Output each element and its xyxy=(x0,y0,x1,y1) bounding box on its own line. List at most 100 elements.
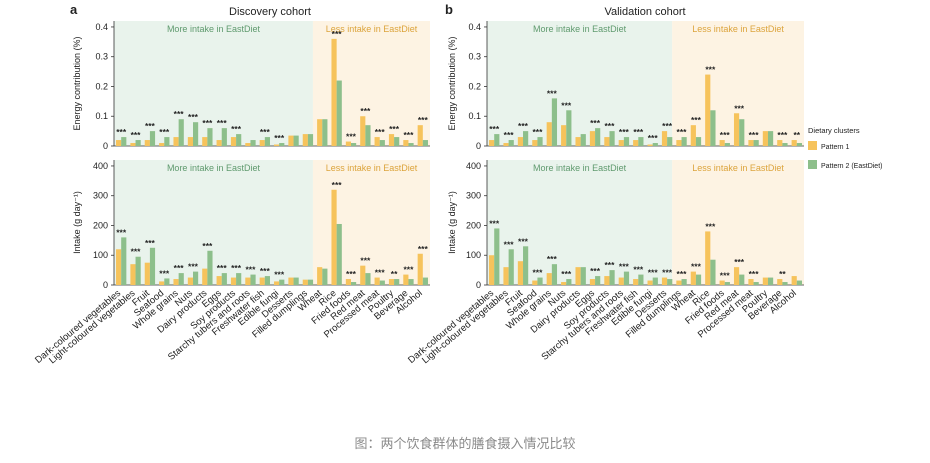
y-tick-label: 0 xyxy=(103,141,108,151)
bar-pattern2 xyxy=(566,279,572,285)
bar-pattern2 xyxy=(121,137,127,146)
significance-label: *** xyxy=(332,180,343,190)
bar-pattern2 xyxy=(193,271,199,285)
bar-pattern2 xyxy=(279,279,285,285)
less-intake-label: Less intake in EastDiet xyxy=(326,163,418,173)
significance-label: *** xyxy=(605,121,616,131)
significance-label: *** xyxy=(260,127,271,137)
less-intake-label: Less intake in EastDiet xyxy=(326,24,418,34)
y-tick-label: 0 xyxy=(476,280,481,290)
significance-label: *** xyxy=(418,115,429,125)
panel-label: b xyxy=(445,2,453,17)
less-intake-label: Less intake in EastDiet xyxy=(692,24,784,34)
bar-pattern1 xyxy=(604,137,610,146)
bar-pattern2 xyxy=(264,137,270,146)
bar-pattern2 xyxy=(710,110,716,146)
bar-pattern1 xyxy=(604,276,610,285)
y-tick-label: 400 xyxy=(466,161,481,171)
bar-pattern2 xyxy=(135,256,141,285)
significance-label: *** xyxy=(131,130,142,140)
bar-pattern1 xyxy=(317,267,323,285)
bar-pattern1 xyxy=(791,140,797,146)
bar-pattern1 xyxy=(503,267,509,285)
bar-pattern1 xyxy=(791,276,797,285)
bar-pattern2 xyxy=(695,274,702,285)
legend-title: Dietary clusters xyxy=(808,126,860,135)
significance-label: *** xyxy=(633,127,644,137)
y-tick-label: 100 xyxy=(466,250,481,260)
bar-pattern1 xyxy=(144,262,150,285)
bar-pattern1 xyxy=(618,140,624,146)
significance-label: *** xyxy=(231,124,242,134)
bar-pattern2 xyxy=(394,137,400,146)
y-axis-label: Energy contribution (%) xyxy=(72,36,82,130)
bar-pattern2 xyxy=(494,228,500,285)
significance-label: *** xyxy=(217,263,228,273)
significance-label: *** xyxy=(489,124,500,134)
bar-pattern2 xyxy=(293,277,299,285)
bar-pattern1 xyxy=(345,141,351,146)
bar-pattern1 xyxy=(274,144,280,146)
bar-pattern2 xyxy=(221,128,227,146)
y-tick-label: 200 xyxy=(466,220,481,230)
bar-pattern2 xyxy=(336,80,342,146)
significance-label: *** xyxy=(174,263,185,273)
y-tick-label: 300 xyxy=(93,191,108,201)
bar-pattern1 xyxy=(517,137,524,146)
bar-pattern2 xyxy=(580,134,586,146)
bar-pattern1 xyxy=(748,140,754,146)
bar-pattern2 xyxy=(523,131,529,146)
y-tick-label: 0.1 xyxy=(468,111,481,121)
bar-pattern1 xyxy=(230,277,237,285)
bar-pattern2 xyxy=(149,247,156,285)
y-tick-label: 0.1 xyxy=(95,111,108,121)
more-intake-region xyxy=(114,160,313,285)
significance-label: ** xyxy=(391,269,398,279)
bar-pattern2 xyxy=(307,279,314,285)
more-intake-region xyxy=(487,160,673,285)
bar-pattern2 xyxy=(537,277,543,285)
chart-title: Discovery cohort xyxy=(229,6,311,18)
significance-label: *** xyxy=(116,127,127,137)
bar-pattern2 xyxy=(753,140,759,146)
bar-pattern1 xyxy=(561,125,567,146)
significance-label: *** xyxy=(360,256,371,266)
significance-label: *** xyxy=(403,265,414,275)
bar-pattern1 xyxy=(216,140,222,146)
bar-pattern2 xyxy=(279,143,285,146)
bar-pattern1 xyxy=(216,276,222,285)
x-tick-label: Dark-coloured vegetables xyxy=(33,288,123,366)
y-tick-label: 200 xyxy=(93,220,108,230)
figure-caption: 图：两个饮食群体的膳食摄入情况比较 xyxy=(354,437,576,452)
bar-pattern1 xyxy=(259,277,265,285)
bar-pattern2 xyxy=(767,131,774,146)
bar-pattern1 xyxy=(762,131,768,146)
bar-pattern2 xyxy=(609,131,615,146)
x-tick-label: Light-coloured vegetables xyxy=(420,288,511,367)
significance-label: *** xyxy=(705,65,716,75)
significance-label: *** xyxy=(145,238,156,248)
bar-pattern1 xyxy=(288,277,294,285)
bar-pattern2 xyxy=(796,280,802,285)
y-tick-label: 0.3 xyxy=(95,52,108,62)
bar-pattern1 xyxy=(676,280,682,285)
bar-pattern2 xyxy=(379,140,385,146)
bar-pattern2 xyxy=(580,267,586,285)
bar-pattern1 xyxy=(647,280,653,285)
bar-pattern1 xyxy=(230,137,237,146)
bar-pattern1 xyxy=(159,281,165,285)
bar-pattern2 xyxy=(724,282,730,285)
bar-pattern2 xyxy=(193,122,199,146)
significance-label: *** xyxy=(389,124,400,134)
bar-pattern1 xyxy=(589,279,596,285)
bar-pattern2 xyxy=(782,143,788,146)
y-tick-label: 0.4 xyxy=(95,22,108,32)
more-intake-region xyxy=(114,21,313,146)
bar-pattern1 xyxy=(762,277,768,285)
bar-pattern2 xyxy=(523,246,529,285)
significance-label: *** xyxy=(749,130,760,140)
y-tick-label: 0.3 xyxy=(468,52,481,62)
significance-label: *** xyxy=(561,269,572,279)
significance-label: *** xyxy=(590,266,601,276)
significance-label: *** xyxy=(619,262,630,272)
